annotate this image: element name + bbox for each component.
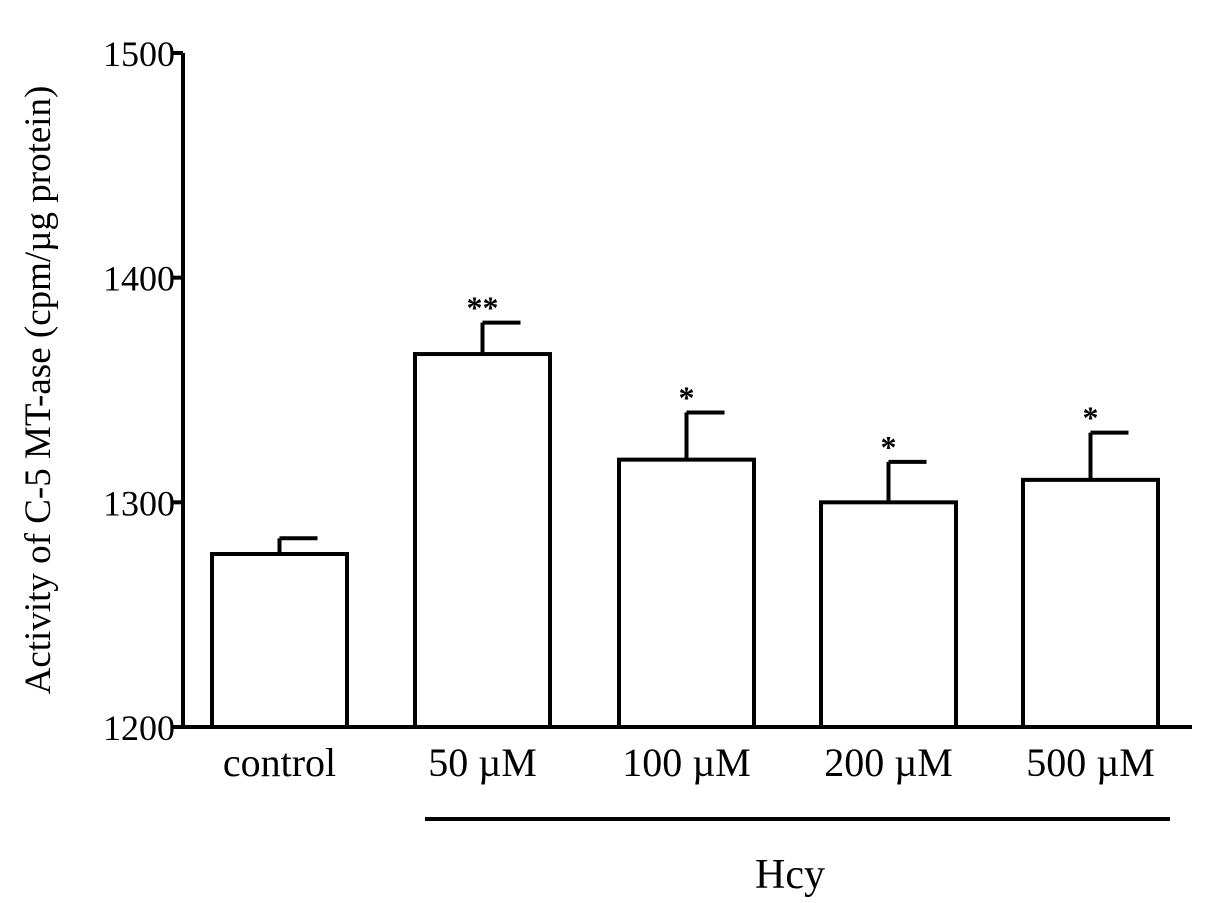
significance-marker: * <box>881 429 897 465</box>
x-tick-label: 200 µM <box>824 740 953 785</box>
x-tick-label: 100 µM <box>622 740 751 785</box>
y-axis-label: Activity of C-5 MT-ase (cpm/µg protein) <box>18 86 59 695</box>
x-tick-label: control <box>223 740 336 785</box>
bar <box>413 352 552 729</box>
group-label: Hcy <box>755 852 825 898</box>
significance-marker: * <box>679 379 695 415</box>
axes: 1200 1300 1400 1500 <box>103 34 1192 748</box>
bar <box>1021 477 1160 729</box>
bar <box>819 500 958 730</box>
significance-marker: ** <box>467 290 499 326</box>
bars: control ** 50 µM * 100 µM * 200 µM * 500 µM <box>210 290 1160 785</box>
y-tick-label: 1400 <box>103 259 175 299</box>
x-tick-label: 50 µM <box>428 740 537 785</box>
bar <box>617 457 756 729</box>
y-tick-label: 1500 <box>103 34 175 74</box>
significance-marker: * <box>1083 400 1099 436</box>
bar <box>210 552 349 729</box>
y-tick-label: 1300 <box>103 483 175 523</box>
y-tick-label: 1200 <box>103 708 175 748</box>
x-tick-label: 500 µM <box>1026 740 1155 785</box>
